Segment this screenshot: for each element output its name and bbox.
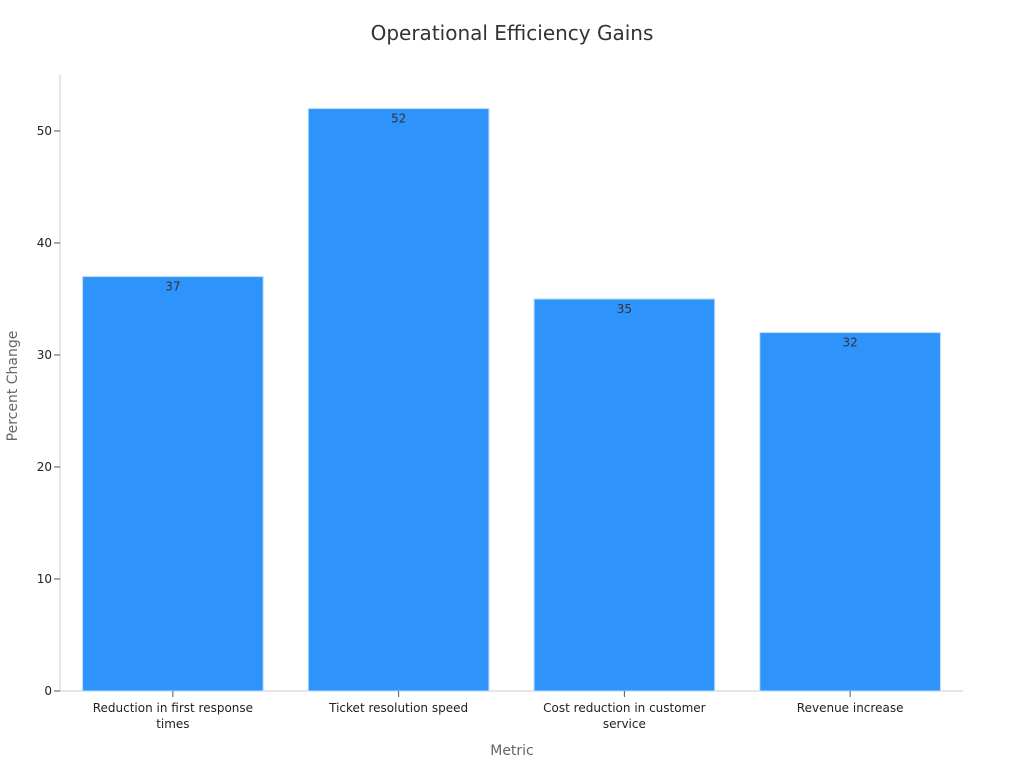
x-tick-label: service xyxy=(603,717,646,731)
y-tick-label: 40 xyxy=(37,236,52,250)
bar-value-label: 35 xyxy=(617,302,632,316)
bar xyxy=(533,298,716,692)
x-tick-label: Revenue increase xyxy=(797,701,904,715)
y-tick-label: 50 xyxy=(37,124,52,138)
x-tick-label: Ticket resolution speed xyxy=(328,701,468,715)
y-axis-title: Percent Change xyxy=(5,331,21,442)
y-tick-label: 10 xyxy=(37,572,52,586)
x-tick-label: times xyxy=(156,717,189,731)
bar xyxy=(759,332,941,692)
bar-value-label: 37 xyxy=(165,280,180,294)
y-tick-label: 30 xyxy=(37,348,52,362)
bar xyxy=(82,276,264,692)
y-tick-label: 20 xyxy=(37,460,52,474)
bar xyxy=(307,108,490,692)
x-tick-label: Cost reduction in customer xyxy=(543,701,705,715)
x-axis-title: Metric xyxy=(490,743,534,759)
plot-area: 0 10 20 30 40 50 37 Reduction in first response… xyxy=(37,75,963,731)
bar-value-label: 52 xyxy=(391,112,406,126)
bar-value-label: 32 xyxy=(842,336,857,350)
chart-title: Operational Efficiency Gains xyxy=(371,21,654,45)
x-tick-label: Reduction in first response xyxy=(93,701,253,715)
y-tick-label: 0 xyxy=(44,684,52,698)
